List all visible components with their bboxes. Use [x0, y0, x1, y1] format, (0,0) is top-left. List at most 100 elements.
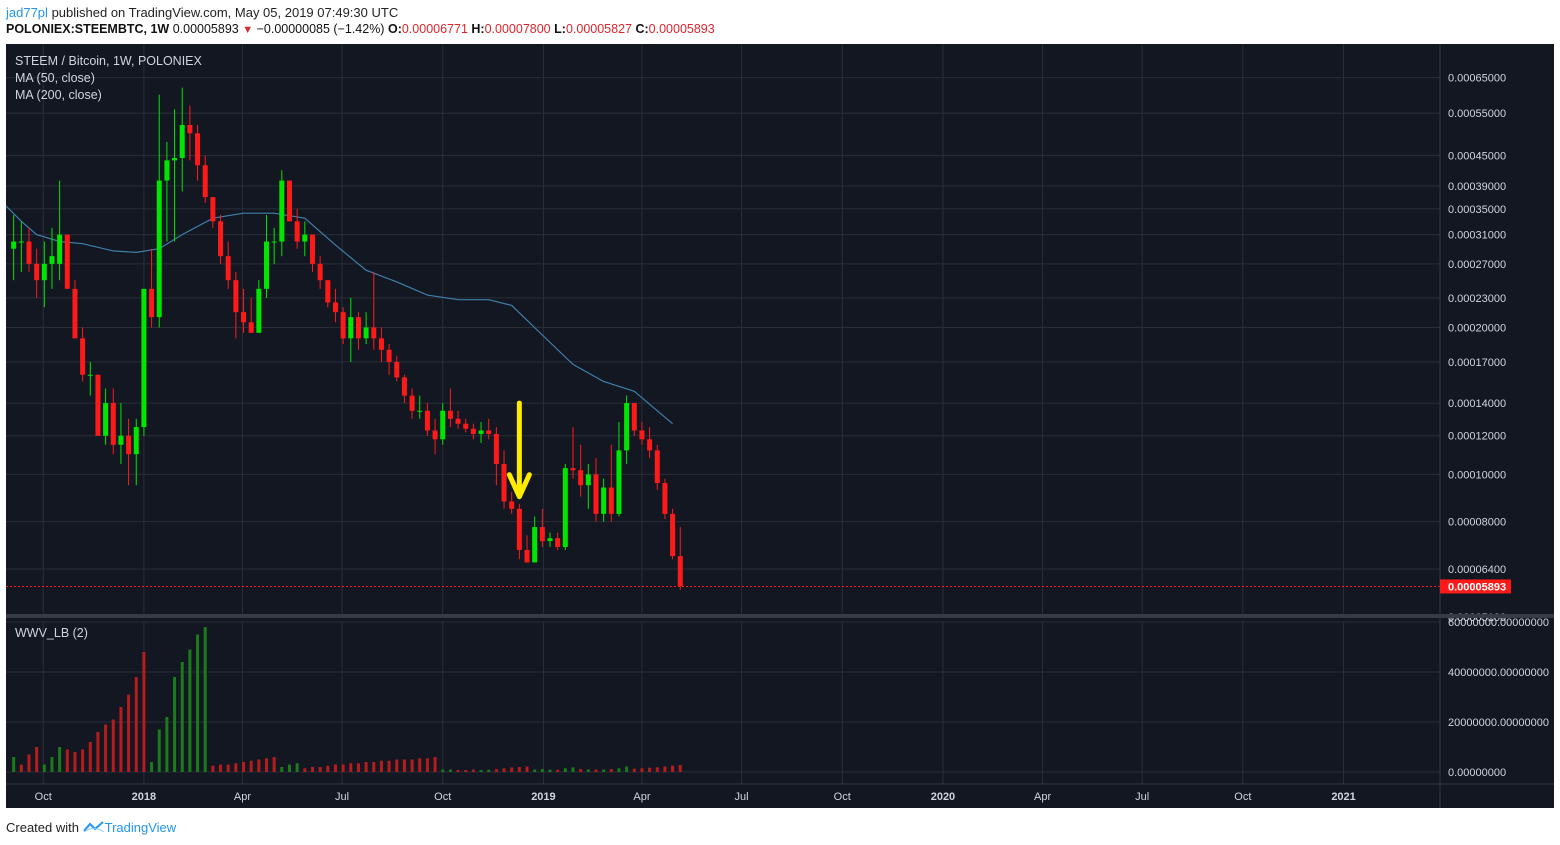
price-tick-label: 0.00039000 [1448, 181, 1506, 193]
candle-body [241, 312, 247, 323]
volume-bar [433, 757, 437, 772]
candle-body [417, 410, 423, 412]
candles [11, 87, 683, 590]
volume-bar [640, 768, 644, 772]
price-change: −0.00000085 (−1.42%) [256, 22, 385, 36]
candle-body [225, 256, 231, 281]
volume-bar [441, 769, 445, 772]
candle-body [179, 124, 185, 158]
volume-bar [310, 767, 314, 772]
volume-bar [196, 634, 200, 772]
tradingview-logo-icon [82, 821, 105, 836]
volume-bar [119, 707, 123, 772]
time-tick-label: 2018 [132, 791, 156, 803]
candle-body [317, 263, 323, 281]
volume-bar [333, 764, 337, 772]
candle-body [509, 501, 515, 509]
volume-bar [425, 758, 429, 772]
author-link[interactable]: jad77pl [6, 5, 48, 20]
publish-info: jad77pl published on TradingView.com, Ma… [6, 5, 398, 20]
candle-body [394, 361, 400, 378]
volume-bar [134, 677, 138, 772]
legend-ma-50: MA (50, close) [15, 71, 95, 85]
close-label: C: [635, 22, 649, 36]
arrow-head [506, 472, 532, 500]
candle-body [332, 302, 338, 313]
candle-body [670, 513, 676, 557]
last-price-tag-label: 0.00005893 [1448, 581, 1506, 593]
candle-body [616, 450, 622, 514]
candle-body [325, 280, 331, 303]
price-tick-label: 0.00006400 [1448, 564, 1506, 576]
price-tick-label: 0.00031000 [1448, 230, 1506, 242]
candle-body [302, 234, 308, 242]
close-value: 0.00005893 [648, 22, 715, 36]
low-value: 0.00005827 [565, 22, 632, 36]
candle-body [547, 538, 553, 542]
candle-body [110, 403, 116, 445]
price-tick-label: 0.00023000 [1448, 293, 1506, 305]
candle-body [386, 349, 392, 362]
volume-bar [265, 758, 269, 772]
volume-bar [318, 767, 322, 772]
last-price-tag [1440, 579, 1511, 594]
candle-body [486, 430, 492, 434]
candle-body [440, 410, 446, 440]
volume-bar [12, 757, 16, 772]
volume-bar [648, 767, 652, 772]
volume-bar [579, 769, 583, 772]
volume-bar [663, 766, 667, 772]
time-tick-label: Oct [35, 791, 52, 803]
candle-body [72, 288, 78, 339]
candle-body [195, 133, 201, 166]
volume-bar [295, 763, 299, 772]
volume-bar [188, 649, 192, 772]
volume-bar [632, 768, 636, 772]
candle-body [57, 234, 63, 264]
time-tick-label: Apr [1034, 791, 1051, 803]
volume-bar [494, 769, 498, 772]
price-tick-label: 0.00008000 [1448, 517, 1506, 529]
time-tick-label: Oct [834, 791, 851, 803]
time-tick-label: 2019 [531, 791, 555, 803]
candle-body [432, 430, 438, 440]
volume-tick-label: 0.00000000 [1448, 767, 1506, 779]
candle-body [80, 338, 86, 375]
volume-tick-label: 40000000.00000000 [1448, 667, 1549, 679]
candle-body [202, 165, 208, 198]
candle-body [264, 241, 270, 289]
candle-body [409, 395, 415, 411]
volume-bar [548, 769, 552, 772]
candle-body [141, 288, 147, 428]
volume-bar [372, 762, 376, 772]
volume-bar [287, 764, 291, 772]
volume-bar [609, 769, 613, 772]
volume-bar [395, 759, 399, 772]
candle-body [363, 327, 369, 339]
candle-body [95, 374, 101, 436]
grid-lines [6, 44, 1440, 784]
candle-body [562, 468, 568, 547]
time-tick-label: Apr [234, 791, 251, 803]
price-tick-label: 0.00027000 [1448, 259, 1506, 271]
candle-body [286, 180, 292, 222]
candle-body [516, 508, 522, 550]
price-tick-label: 0.00055000 [1448, 108, 1506, 120]
volume-bar [27, 754, 31, 772]
candle-body [585, 474, 591, 486]
volume-bar [142, 652, 146, 772]
candle-body [662, 483, 668, 514]
footer-credit: Created with TradingView [6, 820, 176, 836]
candle-body [501, 464, 507, 502]
candle-body [371, 327, 377, 339]
volume-bar [487, 769, 491, 772]
candle-body [447, 410, 453, 419]
candle-body [279, 180, 285, 242]
tradingview-link[interactable]: TradingView [104, 820, 177, 835]
candle-body [478, 430, 484, 434]
open-value: 0.00006771 [401, 22, 468, 36]
time-tick-label: 2021 [1331, 791, 1355, 803]
volume-bar [464, 770, 468, 772]
symbol-label: POLONIEX:STEEMBTC, 1W [6, 22, 170, 36]
